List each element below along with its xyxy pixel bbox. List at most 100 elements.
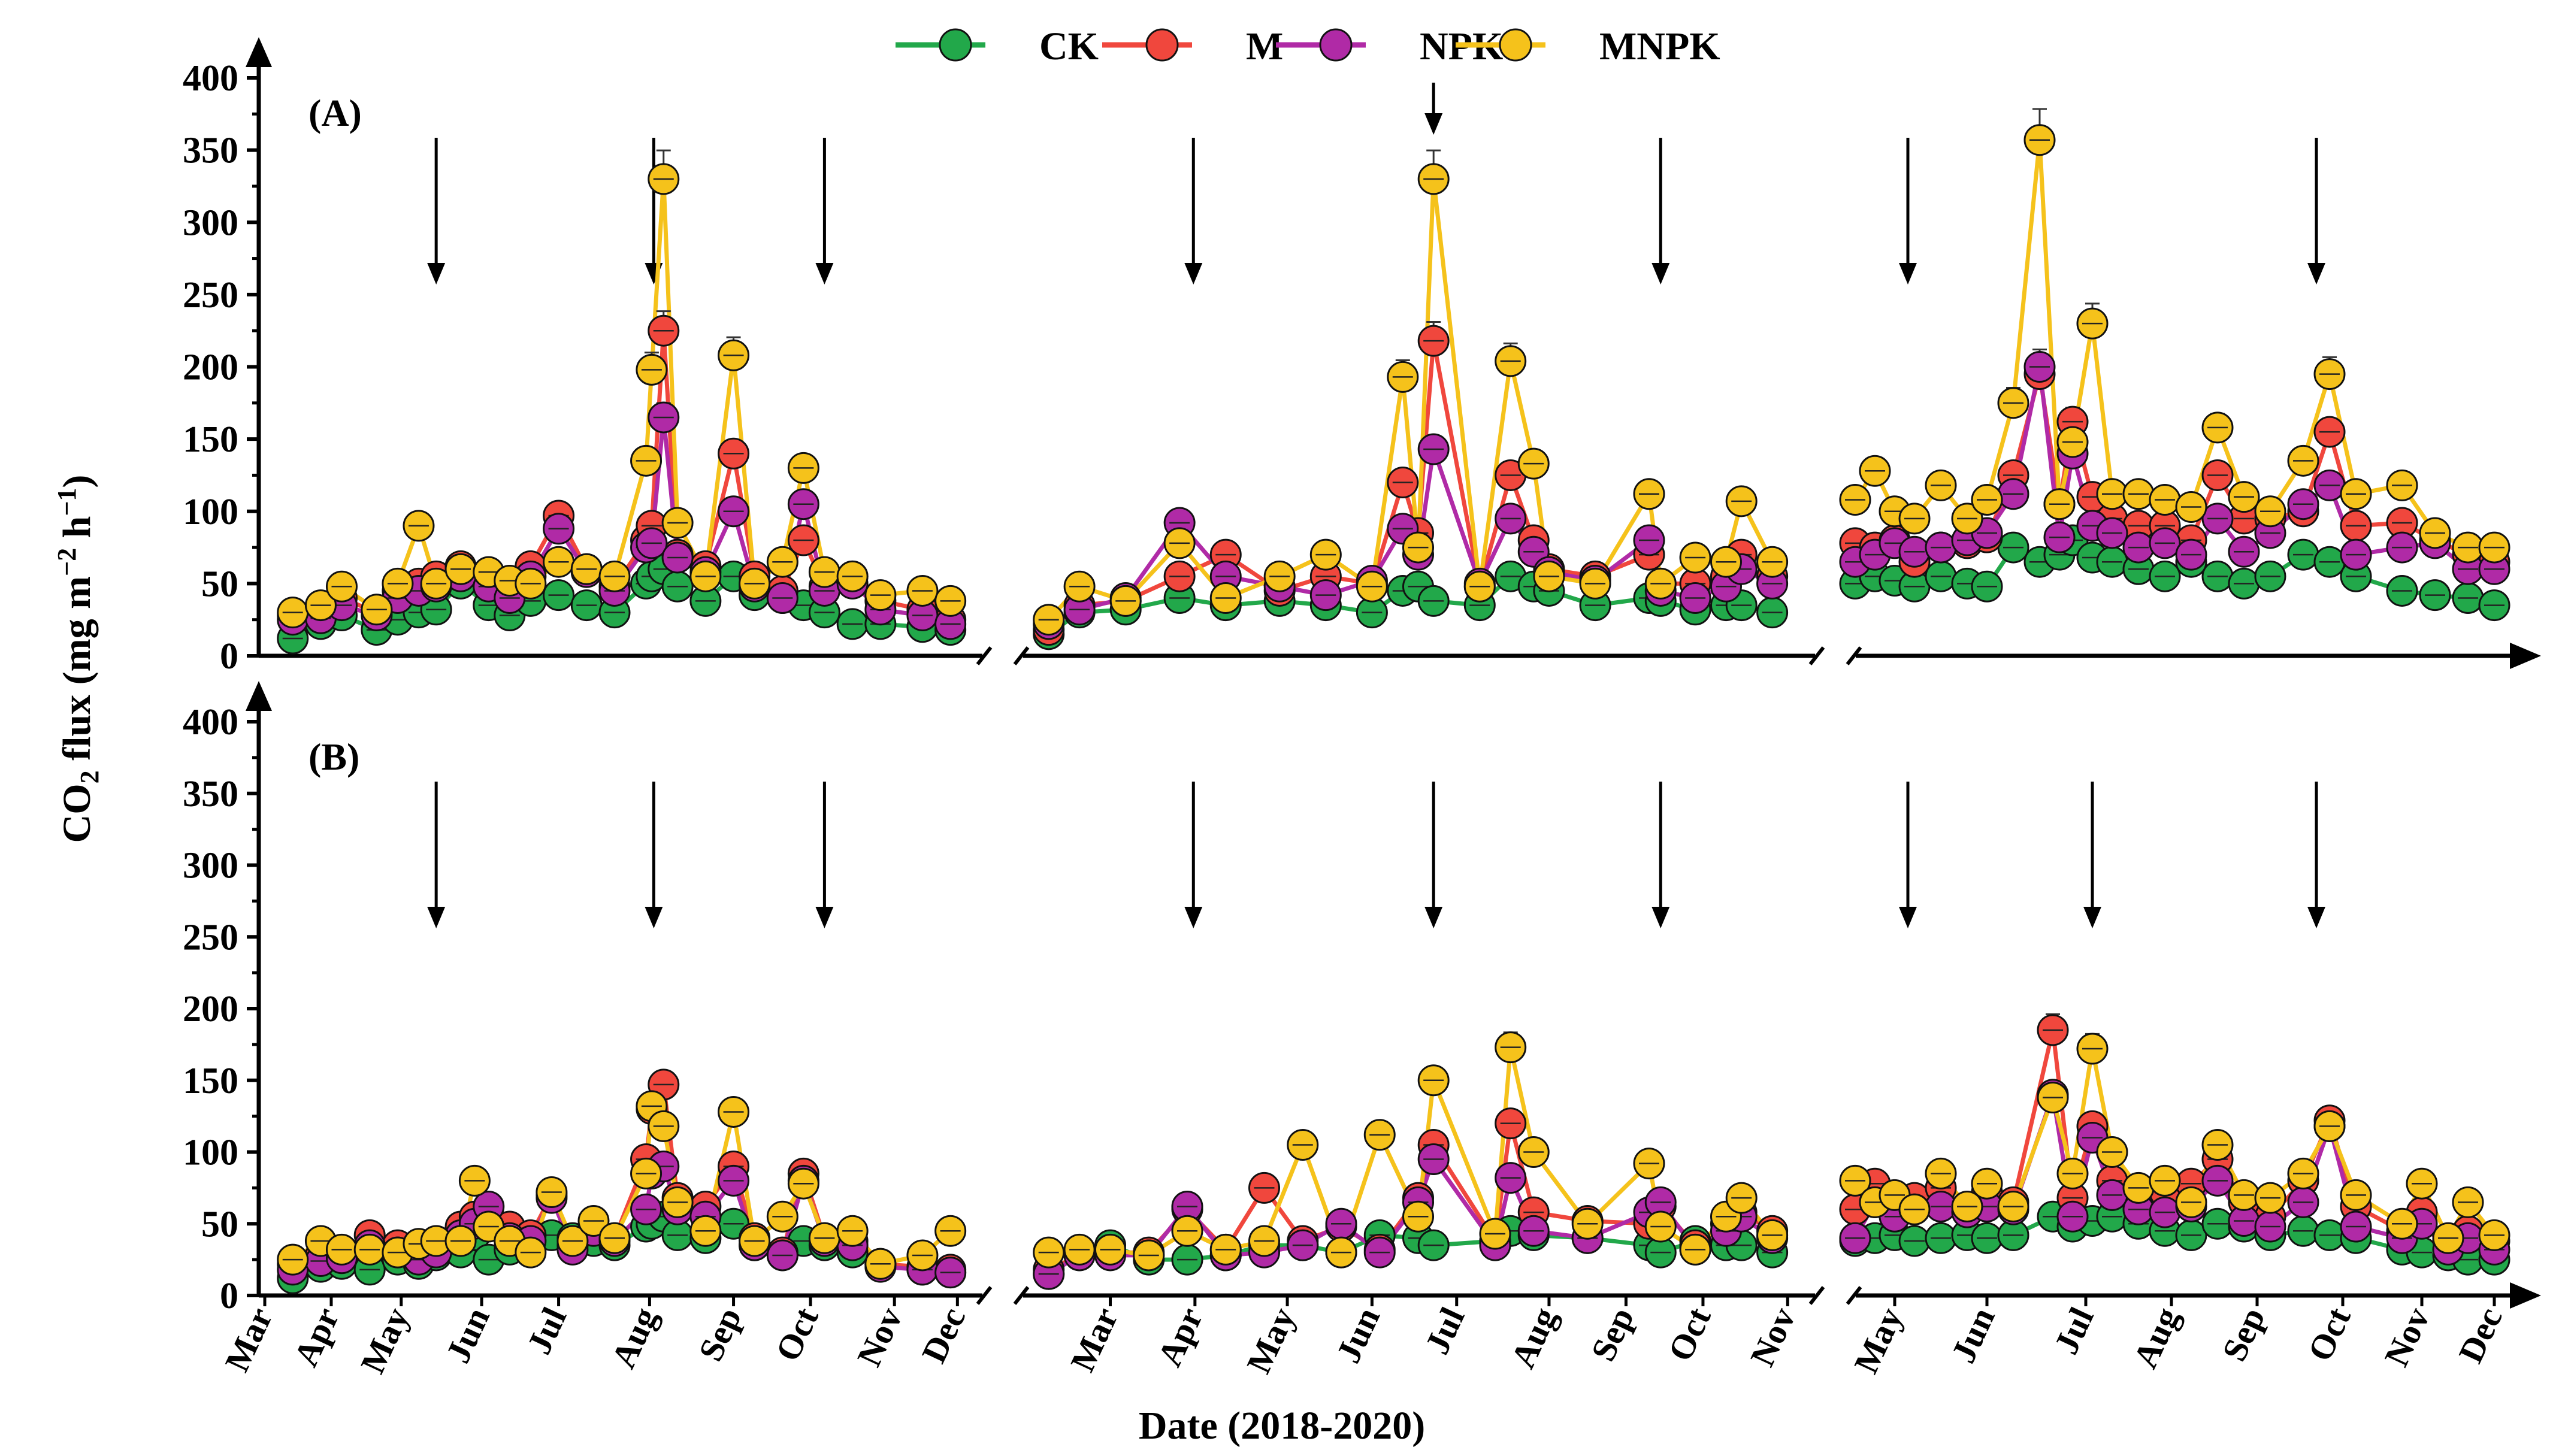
x-axis-arrowhead [2510,643,2541,669]
legend-item-mnpk: MNPK [1456,25,1720,68]
legend-item-m: M [1102,25,1283,68]
event-arrowhead [1424,113,1443,135]
y-tick-label: 400 [183,58,238,99]
marks-layer [277,108,2510,1294]
y-tick-label: 0 [220,1276,238,1316]
y-axis-title-rest: flux (mg m [55,576,99,770]
event-arrowhead [645,907,663,928]
x-tick-label: May [353,1301,417,1379]
legend: CK M NPK MNPK [896,25,1720,68]
series-line-ck [1047,574,1773,636]
y-axis-arrowhead [246,681,272,711]
x-tick-label: Nov [2377,1301,2437,1372]
x-tick-label: Jun [438,1301,497,1369]
axis-break-mark [1808,646,1825,665]
legend-label: MNPK [1599,25,1720,68]
series-line-m [1047,338,1774,632]
axis-break-mark [1846,1286,1862,1305]
y-axis-title: CO2 flux (mg m−2 h−1) [52,475,104,843]
series-line-mnpk [292,177,951,615]
legend-item-ck: CK [896,25,1099,68]
event-arrowhead [2083,907,2101,928]
y-tick-label: 50 [201,1204,238,1245]
y-tick-label: 200 [183,989,238,1030]
legend-marker [1145,28,1179,62]
event-arrowhead [815,263,834,284]
x-tick-label: Oct [768,1301,826,1367]
x-tick-label: Oct [1660,1301,1719,1367]
y-tick-label: 150 [183,1061,238,1101]
x-tick-label: May [1846,1301,1910,1379]
event-arrowhead [1184,907,1203,928]
y-axis-title-sub: 2 [75,770,104,783]
y-axis-title-main: CO [55,783,99,843]
x-tick-label: Aug [604,1301,666,1374]
panel-label: (A) [308,92,362,134]
y-tick-label: 300 [183,202,238,243]
x-tick-label: Apr [286,1301,347,1372]
legend-marker [1499,28,1532,62]
event-arrowhead [1651,907,1670,928]
y-tick-label: 250 [183,917,238,958]
x-tick-label: Jun [1329,1301,1387,1369]
y-axis-title-sup2: −1 [52,488,81,516]
x-tick-label: Oct [2300,1301,2358,1367]
event-arrowhead [1184,263,1203,284]
event-arrowhead [427,907,446,928]
y-tick-label: 0 [220,636,238,677]
x-tick-label: Jun [1943,1301,2002,1369]
x-tick-label: May [1239,1301,1303,1379]
y-tick-label: 150 [183,419,238,460]
y-tick-label: 50 [201,564,238,604]
axis-break-mark [1013,1286,1030,1305]
y-axis-arrowhead [246,37,272,67]
event-arrowhead [2307,263,2325,284]
axis-break-mark [976,646,993,665]
x-tick-label: Sep [1583,1301,1641,1367]
x-tick-label: Mar [1063,1301,1126,1378]
axis-break-mark [976,1286,993,1305]
x-axis-title: Date (2018-2020) [1139,1404,1425,1448]
panel-label: (B) [308,735,359,778]
series-line-npk [1047,1157,1774,1276]
y-axis-title-end: ) [55,475,99,488]
event-arrowhead [1899,907,1917,928]
event-arrowhead [2307,907,2325,928]
x-tick-label: Sep [2215,1301,2273,1367]
x-tick-label: Nov [1743,1301,1803,1372]
axis-break-mark [1846,646,1862,665]
x-tick-label: Jul [2046,1301,2101,1360]
legend-marker [939,28,972,62]
x-tick-label: Dec [914,1301,973,1369]
y-tick-label: 200 [183,347,238,388]
x-tick-label: Dec [2451,1301,2509,1369]
y-tick-label: 350 [183,774,238,815]
x-tick-label: Aug [2125,1301,2187,1374]
y-tick-label: 250 [183,275,238,316]
x-tick-label: Nov [849,1301,910,1372]
x-tick-label: Sep [691,1301,749,1367]
x-tick-label: Jul [1417,1301,1472,1360]
series-line-npk [1048,447,1774,626]
event-arrowhead [1899,263,1917,284]
event-arrowhead [427,263,446,284]
y-axis-title-sup1: −2 [52,548,81,576]
x-axis-arrowhead [2510,1282,2541,1309]
event-arrowhead [815,907,834,928]
y-tick-label: 300 [183,846,238,886]
legend-label: CK [1039,25,1099,68]
event-arrowhead [1424,907,1443,928]
legend-marker [1319,28,1353,62]
y-tick-label: 100 [183,1133,238,1173]
y-tick-label: 350 [183,131,238,171]
y-tick-label: 400 [183,702,238,743]
event-arrowhead [1651,263,1670,284]
x-tick-label: Aug [1503,1301,1565,1374]
y-axis-title-mid: h [55,516,99,548]
axis-break-mark [1013,646,1030,665]
y-tick-label: 100 [183,492,238,532]
x-tick-label: Apr [1150,1301,1211,1372]
x-tick-label: Jul [519,1301,574,1360]
axis-break-mark [1808,1286,1825,1305]
